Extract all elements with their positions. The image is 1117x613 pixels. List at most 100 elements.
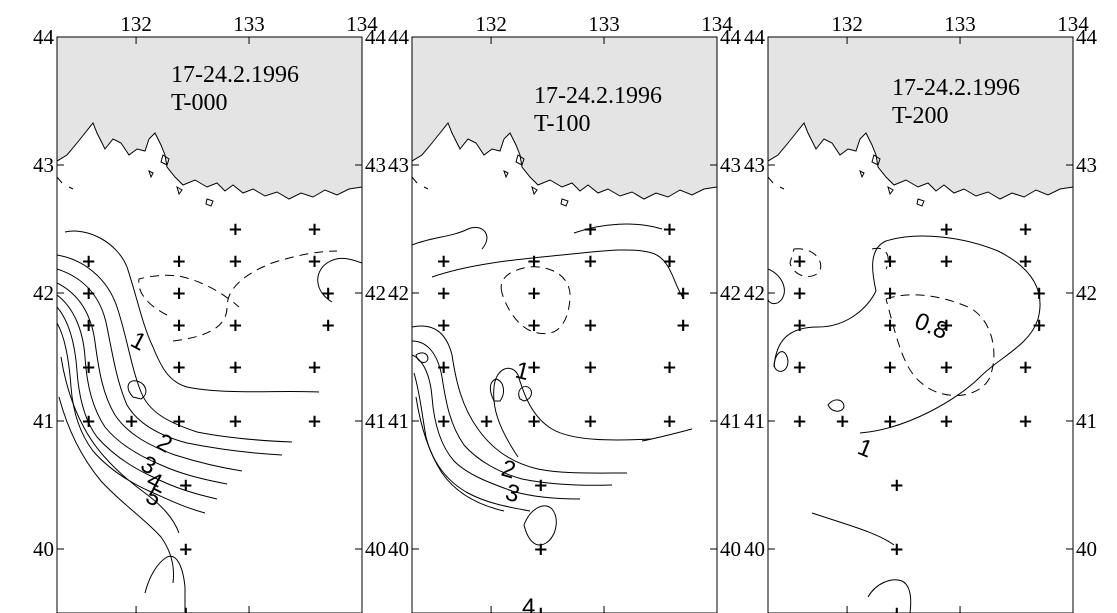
station-marker: + xyxy=(889,603,904,613)
station-marker: + xyxy=(792,251,807,272)
station-marker: + xyxy=(171,283,186,304)
panel-date: 17-24.2.1996 xyxy=(534,83,662,109)
station-marker: + xyxy=(835,411,850,432)
lat-tick-label: 40 xyxy=(720,537,741,561)
panel-label: T-100 xyxy=(534,111,590,137)
station-marker: + xyxy=(526,411,541,432)
station-marker: + xyxy=(792,411,807,432)
lat-tick-label: 43 xyxy=(388,153,409,177)
station-marker: + xyxy=(882,357,897,378)
isoline xyxy=(773,290,877,368)
lat-tick-label: 41 xyxy=(33,409,54,433)
station-marker: + xyxy=(939,357,954,378)
lon-tick-label: 134 xyxy=(701,12,733,36)
isoline xyxy=(811,512,895,546)
station-marker: + xyxy=(526,283,541,304)
station-marker: + xyxy=(321,315,336,336)
isoline xyxy=(412,227,488,250)
lat-tick-label: 40 xyxy=(388,537,409,561)
station-marker: + xyxy=(1018,411,1033,432)
isoline xyxy=(413,372,531,512)
station-marker: + xyxy=(81,251,96,272)
station-marker: + xyxy=(533,603,548,613)
isoline xyxy=(58,396,174,584)
station-markers: + + + + + + + + + + + + + + + + + + + + + + + + + xyxy=(81,219,336,613)
lat-tick-label: 43 xyxy=(744,153,765,177)
station-marker: + xyxy=(882,315,897,336)
isoline xyxy=(768,268,785,305)
lat-tick-label: 41 xyxy=(365,409,386,433)
station-marker: + xyxy=(676,283,691,304)
station-markers: + + + + + + + + + + + + + + + + + + + + + + + + + xyxy=(436,219,691,613)
isoline-dashed xyxy=(172,250,338,342)
lat-tick-label: 42 xyxy=(33,281,54,305)
lat-tick-label: 43 xyxy=(365,153,386,177)
land-area xyxy=(412,37,717,200)
station-marker: + xyxy=(171,315,186,336)
station-marker: + xyxy=(479,411,494,432)
station-marker: + xyxy=(526,315,541,336)
isoline xyxy=(127,380,147,400)
station-marker: + xyxy=(81,315,96,336)
station-marker: + xyxy=(228,315,243,336)
isoline-dashed xyxy=(500,266,571,335)
isoline xyxy=(57,254,293,443)
station-marker: + xyxy=(228,357,243,378)
station-marker: + xyxy=(583,411,598,432)
map-panel-t200: 0.8 1 +++++++++++++++++++++++++ 17-24.2.… xyxy=(744,12,1098,613)
isoline xyxy=(64,230,320,393)
lat-tick-label: 43 xyxy=(33,153,54,177)
lat-tick-label: 42 xyxy=(744,281,765,305)
isoline xyxy=(523,505,557,546)
isoline xyxy=(317,257,362,303)
lat-tick-label: 40 xyxy=(1076,537,1097,561)
station-marker: + xyxy=(939,411,954,432)
station-marker: + xyxy=(662,219,677,240)
isoline xyxy=(412,354,581,500)
station-marker: + xyxy=(436,411,451,432)
station-marker: + xyxy=(171,357,186,378)
station-marker: + xyxy=(676,315,691,336)
station-marker: + xyxy=(526,251,541,272)
station-marker: + xyxy=(1018,219,1033,240)
isoline xyxy=(57,306,218,500)
panel-label: T-000 xyxy=(171,90,227,116)
isoline xyxy=(415,396,505,512)
station-marker: + xyxy=(436,251,451,272)
station-marker: + xyxy=(583,315,598,336)
lat-tick-label: 41 xyxy=(744,409,765,433)
station-marker: + xyxy=(939,251,954,272)
lon-tick-label: 133 xyxy=(588,12,620,36)
lon-tick-label: 133 xyxy=(944,12,976,36)
contour-label: 3 xyxy=(502,479,522,509)
station-marker: + xyxy=(882,251,897,272)
isoline xyxy=(493,367,653,458)
station-marker: + xyxy=(882,283,897,304)
lat-tick-label: 44 xyxy=(33,25,55,49)
station-marker: + xyxy=(583,357,598,378)
axis-ticks: 13213213313313413444444343424241414040 xyxy=(33,12,387,613)
station-marker: + xyxy=(662,251,677,272)
lat-tick-label: 41 xyxy=(720,409,741,433)
axis-ticks: 13213213313313413444444343424241414040 xyxy=(388,12,742,613)
isoline-dashed xyxy=(138,274,240,316)
lon-tick-label: 134 xyxy=(346,12,378,36)
station-marker: + xyxy=(939,219,954,240)
station-marker: + xyxy=(882,411,897,432)
isoline xyxy=(573,223,663,234)
station-marker: + xyxy=(307,251,322,272)
contour-label: 1 xyxy=(854,434,877,464)
lat-tick-label: 41 xyxy=(1076,409,1097,433)
lat-tick-label: 43 xyxy=(1076,153,1097,177)
isoline-dashed xyxy=(871,247,889,270)
station-marker: + xyxy=(436,315,451,336)
station-marker: + xyxy=(1032,283,1047,304)
isoline xyxy=(867,579,912,613)
isoline xyxy=(412,340,613,486)
land-area xyxy=(768,37,1073,200)
map-panel-t000: 1 2 3 4 5 +++++++++++++++++++++++++ 17-2… xyxy=(33,12,387,613)
map-frame xyxy=(56,36,363,613)
station-marker: + xyxy=(171,251,186,272)
station-marker: + xyxy=(124,411,139,432)
